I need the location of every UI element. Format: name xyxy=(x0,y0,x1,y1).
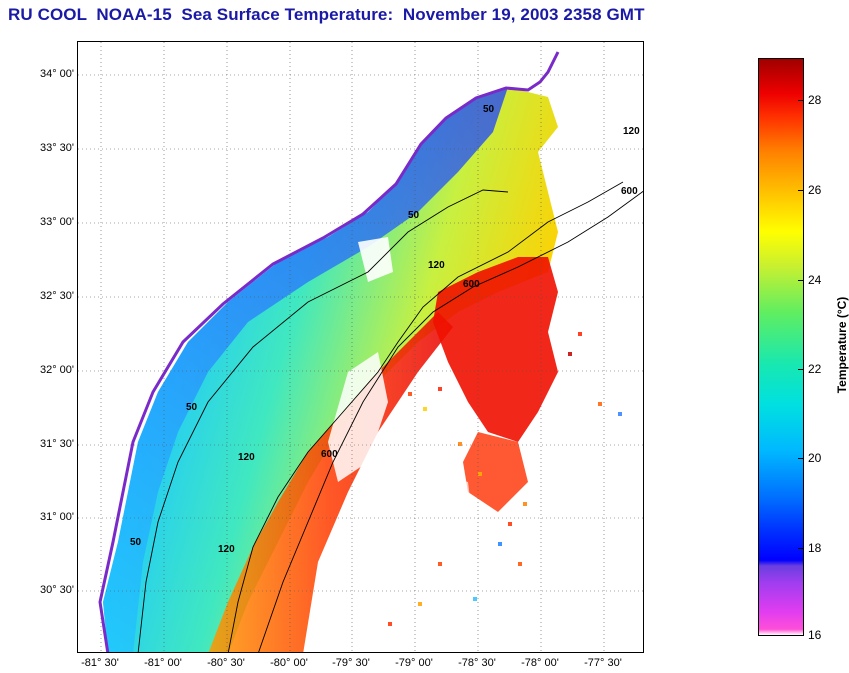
contour-label-600-a: 600 xyxy=(321,449,338,460)
lon-label-81-30: -81° 30' xyxy=(81,657,119,669)
shelf-water xyxy=(103,87,558,652)
lat-label-32-00: 32° 00' xyxy=(39,364,74,376)
cloud-gap-3 xyxy=(408,472,478,632)
lon-label-80-00: -80° 00' xyxy=(270,657,308,669)
contour-600 xyxy=(258,190,643,652)
chart-title: RU COOL NOAA-15 Sea Surface Temperature:… xyxy=(8,5,645,24)
contour-label-120-a: 120 xyxy=(218,544,235,555)
contour-120 xyxy=(227,181,624,652)
nearshore-cold-band xyxy=(103,87,508,652)
contour-label-50-d: 50 xyxy=(483,104,495,115)
gulf-stream-north xyxy=(433,257,558,442)
colorbar-tick-mark-28 xyxy=(798,100,804,101)
colorbar-tick-mark-24 xyxy=(798,280,804,281)
lon-label-80-30: -80° 30' xyxy=(207,657,245,669)
colorbar-tick-mark-26 xyxy=(798,190,804,191)
colorbar-tick-16: 16 xyxy=(808,628,822,642)
cloud-gap-2 xyxy=(368,472,418,562)
contour-label-120-d: 120 xyxy=(623,126,640,137)
sst-map[interactable]: 50 50 50 50 120 120 120 120 600 600 600 xyxy=(77,41,644,653)
contour-label-120-c: 120 xyxy=(428,260,445,271)
colorbar-tick-24: 24 xyxy=(808,273,822,287)
contour-label-50-a: 50 xyxy=(130,537,142,548)
lat-label-33-30: 33° 30' xyxy=(39,142,74,154)
lat-label-31-00: 31° 00' xyxy=(39,511,74,523)
contour-label-50-b: 50 xyxy=(186,402,198,413)
sst-speckle xyxy=(388,332,622,626)
contour-label-600-c: 600 xyxy=(621,186,638,197)
lon-label-78-30: -78° 30' xyxy=(458,657,496,669)
colorbar-tick-20: 20 xyxy=(808,451,822,465)
cloud-gap-1 xyxy=(328,352,388,482)
lon-label-79-00: -79° 00' xyxy=(395,657,433,669)
colorbar-tick-mark-22 xyxy=(798,369,804,370)
coastline xyxy=(98,51,560,652)
colorbar-tick-mark-20 xyxy=(798,458,804,459)
lat-label-31-30: 31° 30' xyxy=(39,438,74,450)
cloud-gap-4 xyxy=(358,237,393,282)
lon-label-81-00: -81° 00' xyxy=(144,657,182,669)
lat-label-30-30: 30° 30' xyxy=(39,584,74,596)
colorbar-tick-26: 26 xyxy=(808,183,822,197)
colorbar-tick-mark-16 xyxy=(798,635,804,636)
lat-label-33-00: 33° 00' xyxy=(39,216,74,228)
lon-label-78-00: -78° 00' xyxy=(521,657,559,669)
colorbar-tick-mark-18 xyxy=(798,548,804,549)
colorbar-tick-28: 28 xyxy=(808,93,822,107)
contour-label-50-c: 50 xyxy=(408,210,420,221)
lat-label-32-30: 32° 30' xyxy=(39,290,74,302)
colorbar-tick-22: 22 xyxy=(808,362,822,376)
grid-lines xyxy=(78,42,643,652)
colorbar-tick-18: 18 xyxy=(808,541,822,555)
contour-label-600-b: 600 xyxy=(463,279,480,290)
colorbar-label: Temperature (°C) xyxy=(835,296,849,394)
contour-50 xyxy=(137,189,509,652)
warm-eddy-east xyxy=(463,432,528,512)
gulf-stream-south xyxy=(208,312,453,652)
lon-label-77-30: -77° 30' xyxy=(584,657,622,669)
contour-label-120-b: 120 xyxy=(238,452,255,463)
sst-map-canvas: 50 50 50 50 120 120 120 120 600 600 600 xyxy=(78,42,643,652)
colorbar xyxy=(758,58,804,636)
lon-label-79-30: -79° 30' xyxy=(332,657,370,669)
lat-label-34-00: 34° 00' xyxy=(39,68,74,80)
